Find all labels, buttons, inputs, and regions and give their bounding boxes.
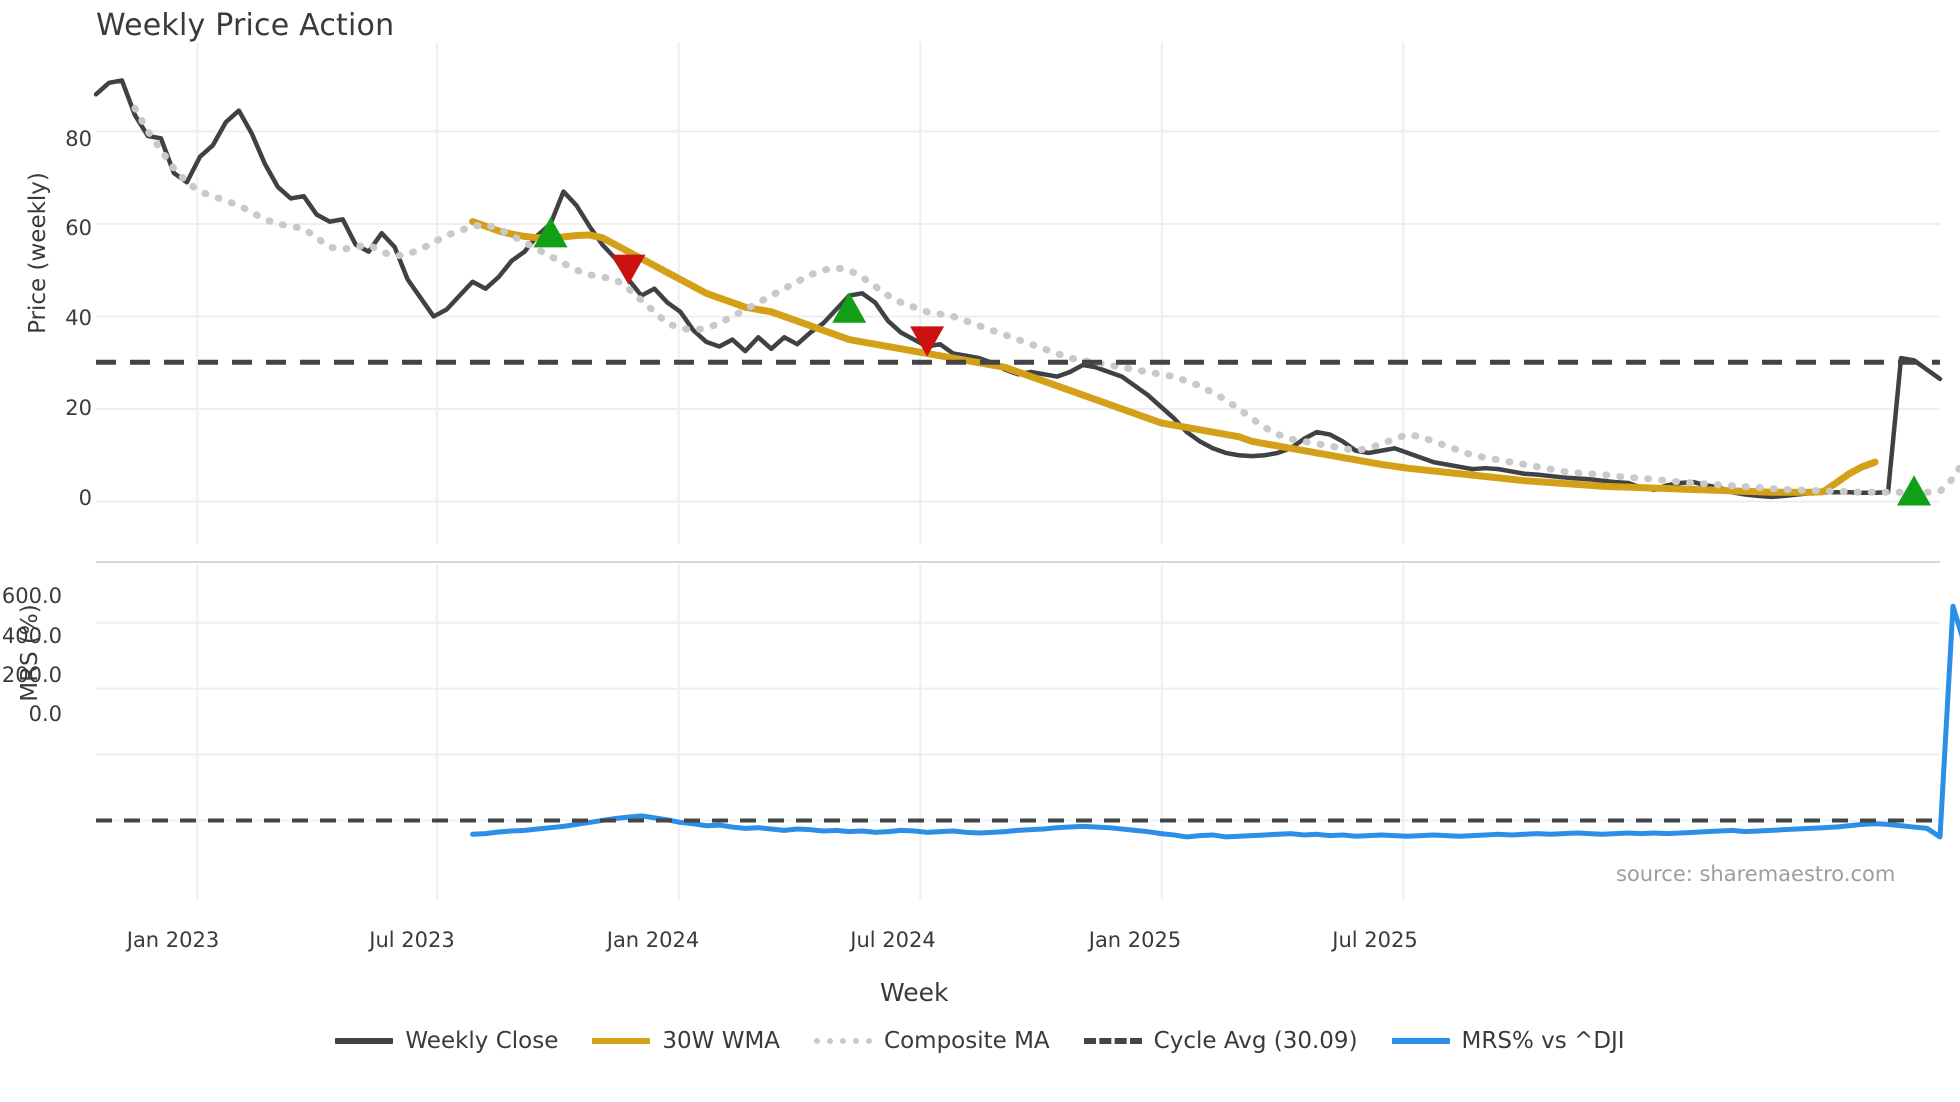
mrs-ytick-0: 0.0 — [28, 702, 62, 726]
legend-item-composite-ma[interactable]: Composite MA — [814, 1028, 1050, 1054]
chart-title: Weekly Price Action — [96, 8, 395, 43]
legend-item-30w-wma[interactable]: 30W WMA — [592, 1028, 780, 1054]
xtick-jul-2024: Jul 2024 — [850, 928, 936, 952]
source-watermark: source: sharemaestro.com — [1616, 862, 1896, 886]
mrs-series-layer — [96, 603, 1960, 840]
legend-label-2: Composite MA — [884, 1028, 1050, 1054]
price-ytick-40: 40 — [65, 306, 92, 330]
mrs-ytick-200: 200.0 — [1, 663, 62, 687]
sell-signal-marker-1 — [611, 254, 646, 285]
legend-label-0: Weekly Close — [405, 1028, 559, 1054]
series-composite-ma — [131, 104, 1960, 496]
sell-signal-marker-3 — [910, 326, 945, 357]
signal-marker-layer — [533, 217, 1932, 506]
legend-swatch-1 — [592, 1038, 651, 1044]
price-ytick-80: 80 — [65, 127, 92, 151]
legend-swatch-4 — [1391, 1038, 1450, 1044]
price-ytick-20: 20 — [65, 396, 92, 420]
xtick-jan-2024: Jan 2024 — [606, 928, 700, 952]
series-30w-wma — [469, 218, 1879, 496]
legend-item-mrs-vs-dji[interactable]: MRS% vs ^DJI — [1391, 1028, 1625, 1054]
series-weekly-close — [93, 78, 1943, 500]
legend-item-cycle-avg-30-09[interactable]: Cycle Avg (30.09) — [1083, 1028, 1358, 1054]
legend-swatch-3 — [1083, 1038, 1142, 1044]
legend-swatch-2 — [814, 1038, 873, 1044]
mrs-ytick-400: 400.0 — [1, 624, 62, 648]
xtick-jan-2025: Jan 2025 — [1088, 928, 1182, 952]
buy-signal-marker-0 — [533, 217, 568, 248]
price-series-layer — [93, 78, 1960, 500]
xtick-jul-2025: Jul 2025 — [1332, 928, 1418, 952]
legend-label-1: 30W WMA — [662, 1028, 781, 1054]
price-ytick-60: 60 — [65, 216, 92, 240]
buy-signal-marker-4 — [1897, 475, 1932, 506]
price-ytick-0: 0 — [78, 486, 92, 510]
legend-swatch-0 — [335, 1038, 394, 1044]
legend-label-3: Cycle Avg (30.09) — [1153, 1028, 1358, 1054]
xtick-jul-2023: Jul 2023 — [369, 928, 455, 952]
x-axis-label: Week — [880, 978, 949, 1007]
series-mrs-pct — [470, 603, 1960, 840]
grid-layer — [96, 42, 1940, 900]
legend-label-4: MRS% vs ^DJI — [1461, 1028, 1625, 1054]
mrs-ytick-600: 600.0 — [1, 584, 62, 608]
chart-legend: Weekly Close 30W WMA Composite MA Cycle Avg… — [0, 1028, 1960, 1054]
xtick-jan-2023: Jan 2023 — [126, 928, 220, 952]
buy-signal-marker-2 — [832, 292, 867, 323]
legend-item-weekly-close[interactable]: Weekly Close — [335, 1028, 558, 1054]
